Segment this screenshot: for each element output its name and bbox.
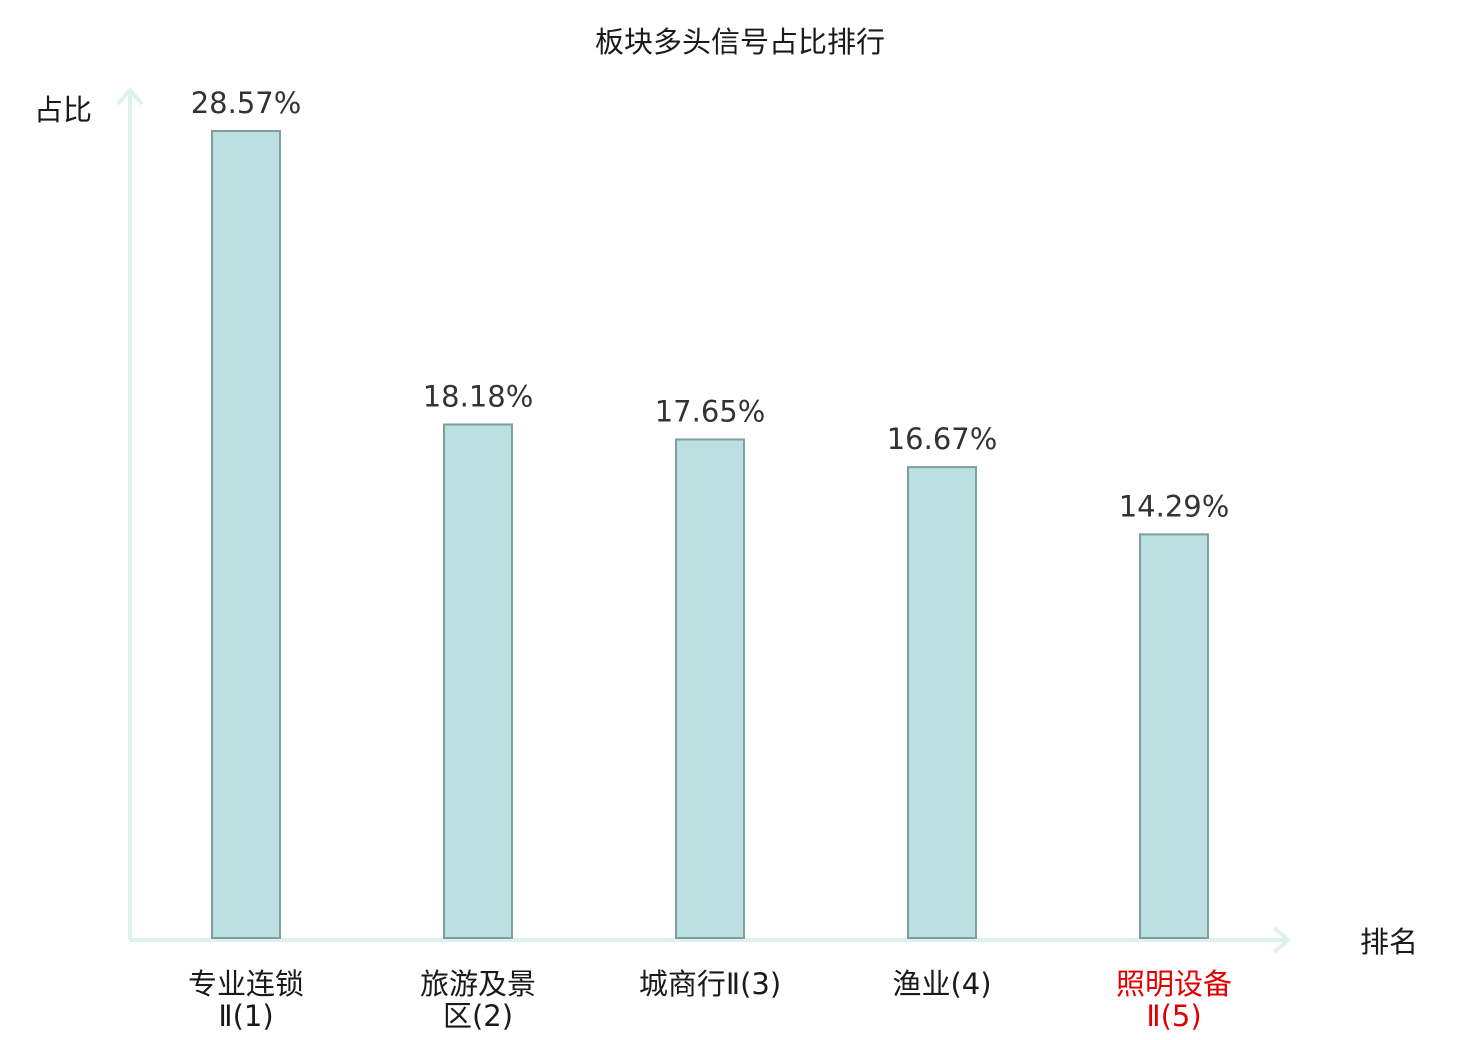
x-tick-label: 专业连锁 [188, 967, 304, 1001]
x-tick-label: 城商行Ⅱ(3) [639, 967, 781, 1001]
y-axis-label: 占比 [34, 93, 92, 127]
x-tick-label: 渔业(4) [892, 967, 991, 1001]
bar [211, 130, 281, 939]
data-label: 14.29% [1119, 489, 1230, 523]
bar [675, 438, 745, 939]
x-tick-label-line2: 区(2) [443, 999, 513, 1033]
data-label: 16.67% [887, 422, 998, 456]
x-tick-label: 旅游及景 [420, 967, 536, 1001]
value-labels-group: 28.57% 18.18% 17.65% 16.67% 14.29% [191, 86, 1230, 523]
x-axis-arrow [1272, 926, 1292, 954]
axes [116, 86, 1292, 954]
x-tick-label-line2: Ⅱ(5) [1146, 999, 1201, 1033]
x-tick-label: 照明设备 [1116, 967, 1232, 1001]
chart-title: 板块多头信号占比排行 [595, 25, 885, 59]
y-axis-arrow [116, 86, 144, 106]
data-label: 17.65% [655, 394, 766, 428]
bars-group [211, 130, 1209, 939]
bar [1139, 533, 1209, 939]
bar [907, 466, 977, 939]
x-tick-label-line2: Ⅱ(1) [218, 999, 273, 1033]
data-label: 18.18% [423, 379, 534, 413]
data-label: 28.57% [191, 86, 302, 120]
bar [443, 423, 513, 939]
x-axis-label: 排名 [1360, 925, 1418, 959]
